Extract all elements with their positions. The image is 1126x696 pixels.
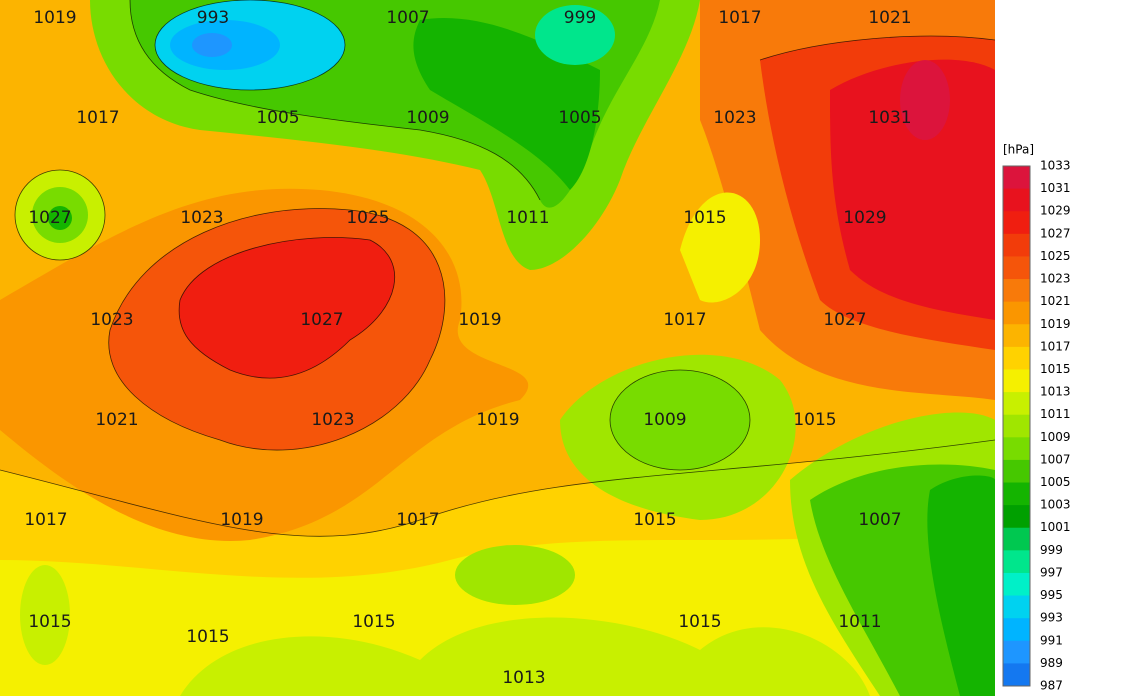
isobar-label: 1007 <box>386 8 429 28</box>
legend-label: 1029 <box>1040 204 1071 218</box>
isobar-label: 1027 <box>28 208 71 228</box>
legend-label: 993 <box>1040 611 1063 625</box>
legend-frame <box>1002 165 1031 687</box>
legend-unit: [hPa] <box>1003 143 1034 157</box>
isobar-label: 1023 <box>180 208 223 228</box>
legend-label: 1033 <box>1040 159 1071 173</box>
legend-swatch <box>1003 437 1030 461</box>
legend-swatch <box>1003 618 1030 642</box>
isobar-label: 1007 <box>858 510 901 530</box>
legend-label: 1003 <box>1040 498 1071 512</box>
isobar-labels: 1019 993 1007 999 1017 1021 1017 1005 1009 1005 10… <box>24 8 911 688</box>
isobar-label: 1027 <box>300 310 343 330</box>
isobar-label: 993 <box>197 8 229 28</box>
isobar-label: 1017 <box>76 108 119 128</box>
pressure-legend: [hPa] 1033 1031 1029 1027 1025 1023 1021 1019 10… <box>1002 143 1071 693</box>
legend-label: 1001 <box>1040 520 1071 534</box>
legend-swatch <box>1003 595 1030 619</box>
isobar-label: 1019 <box>33 8 76 28</box>
isobar-label: 1011 <box>838 612 881 632</box>
legend-swatch <box>1003 211 1030 235</box>
isobar-label: 1019 <box>476 410 519 430</box>
legend-label: 1005 <box>1040 475 1071 489</box>
legend-swatch <box>1003 346 1030 370</box>
legend-swatch <box>1003 301 1030 325</box>
isobar-label: 1017 <box>663 310 706 330</box>
legend-label: 1009 <box>1040 430 1071 444</box>
legend-swatch <box>1003 233 1030 257</box>
legend-swatch <box>1003 550 1030 574</box>
isobar-label: 1017 <box>24 510 67 530</box>
isobar-label: 1015 <box>793 410 836 430</box>
isobar-label: 1027 <box>823 310 866 330</box>
legend-swatch <box>1003 482 1030 506</box>
isobar-label: 1015 <box>186 627 229 647</box>
legend-swatch <box>1003 369 1030 393</box>
pressure-field <box>0 0 995 696</box>
legend-label: 1027 <box>1040 226 1071 240</box>
legend-label: 1015 <box>1040 362 1071 376</box>
isobar-label: 1019 <box>220 510 263 530</box>
isobar-label: 1031 <box>868 108 911 128</box>
legend-label: 989 <box>1040 656 1063 670</box>
isobar-label: 1019 <box>458 310 501 330</box>
isobar-label: 999 <box>564 8 596 28</box>
isobar-label: 1005 <box>558 108 601 128</box>
legend-label: 1011 <box>1040 407 1071 421</box>
isobar-label: 1023 <box>713 108 756 128</box>
legend-label: 1019 <box>1040 317 1071 331</box>
legend-swatch <box>1003 663 1030 687</box>
isobar-label: 1015 <box>28 612 71 632</box>
isobar-label: 1015 <box>683 208 726 228</box>
isobar-label: 1021 <box>95 410 138 430</box>
legend-swatch <box>1003 324 1030 348</box>
isobar-label: 1015 <box>678 612 721 632</box>
legend-swatch <box>1003 166 1030 190</box>
isobar-label: 1029 <box>843 208 886 228</box>
legend-swatch <box>1003 414 1030 438</box>
legend-label: 1025 <box>1040 249 1071 263</box>
isobar-label: 1005 <box>256 108 299 128</box>
isobar-label: 1025 <box>346 208 389 228</box>
legend-swatch <box>1003 459 1030 484</box>
isobar-label: 1013 <box>502 668 545 688</box>
isobar-label: 1017 <box>718 8 761 28</box>
legend-label: 995 <box>1040 588 1063 602</box>
legend-swatch <box>1003 505 1030 529</box>
legend-swatch <box>1003 279 1030 303</box>
legend-label: 987 <box>1040 679 1063 693</box>
isobar-label: 1009 <box>643 410 686 430</box>
legend-label: 1023 <box>1040 272 1071 286</box>
legend-swatch <box>1003 527 1030 551</box>
isobar-label: 1011 <box>506 208 549 228</box>
legend-label: 1013 <box>1040 385 1071 399</box>
isobar-label: 1023 <box>311 410 354 430</box>
legend-label: 999 <box>1040 543 1063 557</box>
legend-label: 1021 <box>1040 294 1071 308</box>
legend-swatch <box>1003 188 1030 212</box>
isobar-label: 1009 <box>406 108 449 128</box>
legend-label: 991 <box>1040 633 1063 647</box>
legend-swatch <box>1003 572 1030 597</box>
legend-label: 1007 <box>1040 452 1071 466</box>
legend-label: 1017 <box>1040 339 1071 353</box>
legend-swatch <box>1003 640 1030 664</box>
isobar-label: 1021 <box>868 8 911 28</box>
legend-label: 1031 <box>1040 181 1071 195</box>
isobar-label: 1017 <box>396 510 439 530</box>
isobar-label: 1015 <box>633 510 676 530</box>
isobar-label: 1015 <box>352 612 395 632</box>
isobar-label: 1023 <box>90 310 133 330</box>
legend-label: 997 <box>1040 565 1063 579</box>
legend-swatch <box>1003 256 1030 280</box>
legend-swatch <box>1003 392 1030 416</box>
